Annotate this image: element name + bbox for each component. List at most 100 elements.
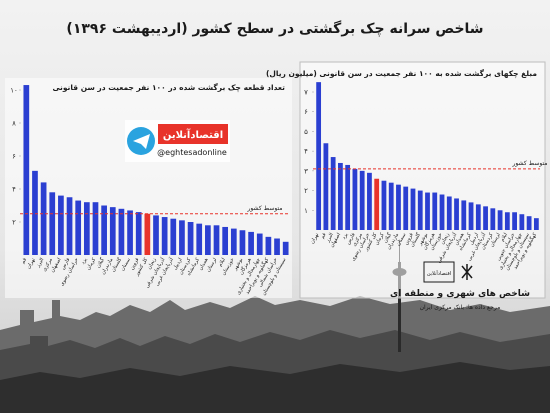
logo: اقتصادآنلاین <box>427 270 451 277</box>
bar <box>230 228 237 255</box>
bar <box>410 188 416 230</box>
bar <box>83 202 90 255</box>
average-label: متوسط کشور <box>512 160 548 167</box>
y-tick-label: ۱ <box>304 207 308 215</box>
x-tick-label: قزوین <box>129 256 141 271</box>
bar <box>381 180 387 230</box>
chart-title: تعداد قطعه چک برگشت شده در ۱۰۰ نفر جمعیت… <box>52 83 285 92</box>
average-label: متوسط کشور <box>247 205 283 212</box>
x-tick-label: فارس <box>60 256 72 270</box>
x-tick-label: قزوین <box>403 231 415 246</box>
bar <box>439 194 445 230</box>
bar <box>153 215 159 255</box>
x-tick-label: گیلان <box>382 231 394 244</box>
x-tick-label: اردبیل <box>468 232 480 246</box>
y-tick-label: ۲ <box>304 187 308 195</box>
bar <box>490 208 496 230</box>
bar <box>512 212 517 230</box>
bar <box>248 231 254 255</box>
bar <box>196 223 203 255</box>
x-tick-label: فارس <box>345 231 357 245</box>
bar <box>475 204 481 230</box>
x-tick-label: ایلام <box>217 257 227 268</box>
watermark: اقتصادآنلاین @eghtesadonline <box>125 120 230 162</box>
bar <box>533 218 539 230</box>
y-tick-label: ۶ <box>12 153 16 161</box>
x-tick-label: ایلام <box>499 232 509 243</box>
y-tick-label: ۱۰ <box>10 87 18 95</box>
x-tick-label: قم <box>320 231 328 239</box>
bar <box>23 85 30 255</box>
bar <box>497 210 503 230</box>
x-tick-label: تهران <box>309 231 320 245</box>
left-panel <box>5 78 292 298</box>
y-tick-label: ۸ <box>12 120 16 128</box>
y-tick-label: ۴ <box>12 186 16 194</box>
bar <box>367 172 372 230</box>
source: مرجع داده ها: بانک مرکزی ایران <box>420 304 501 311</box>
main-title: شاخص سرانه چک برگشتی در سطح کشور (اردیبه… <box>66 20 483 37</box>
x-tick-label: زنجان <box>440 231 452 245</box>
bar <box>417 190 423 230</box>
bar <box>222 226 229 255</box>
bar <box>446 196 452 230</box>
bar <box>40 182 47 255</box>
chart-title: مبلغ چکهای برگشت شده به ۱۰۰ نفر جمعیت در… <box>266 69 537 78</box>
bar <box>282 241 289 255</box>
y-tick-label: ۶ <box>304 108 308 116</box>
bar <box>92 202 99 255</box>
watermark-handle: @eghtesadonline <box>157 148 227 157</box>
bar <box>265 236 272 255</box>
bar <box>58 195 64 255</box>
x-tick-label: البرز <box>35 257 46 269</box>
x-tick-label: زنجان <box>146 256 158 270</box>
bar <box>388 182 394 230</box>
bar <box>205 225 211 255</box>
x-tick-label: قم <box>20 256 28 264</box>
bar <box>274 238 280 255</box>
bar <box>118 208 125 255</box>
bar <box>403 186 409 230</box>
bar <box>432 192 438 230</box>
x-tick-label: یزد <box>80 256 89 265</box>
bar <box>239 230 246 255</box>
bar <box>316 82 322 231</box>
bar <box>256 233 263 255</box>
bar <box>66 197 73 255</box>
bar <box>330 157 336 230</box>
bar <box>187 222 194 255</box>
bar <box>345 164 351 230</box>
bar <box>49 192 56 255</box>
bar <box>461 200 467 230</box>
bar <box>213 225 220 255</box>
bar <box>75 200 82 255</box>
y-tick-label: ۷ <box>304 89 308 97</box>
bar <box>144 213 151 255</box>
x-tick-label: گیلان <box>95 256 107 269</box>
bar <box>338 162 343 230</box>
x-tick-label: تهران <box>26 256 37 270</box>
bar <box>161 217 168 255</box>
bar <box>359 170 365 230</box>
bar <box>323 143 329 230</box>
bar <box>526 216 532 230</box>
x-tick-label: اردبیل <box>172 257 184 271</box>
bar <box>468 202 474 230</box>
section-name: شاخص های شهری و منطقه ای <box>390 289 530 299</box>
x-tick-label: یزد <box>341 231 350 240</box>
bar <box>454 198 459 230</box>
bar <box>135 212 142 255</box>
x-tick-label: البرز <box>324 232 335 244</box>
bar <box>179 220 185 255</box>
bar <box>352 168 358 230</box>
branding: اقتصادآنلاین شاخص های شهری و منطقه ای مر… <box>390 261 530 311</box>
bar <box>127 210 133 255</box>
y-tick-label: ۴ <box>304 148 308 156</box>
bar <box>374 178 380 230</box>
bar <box>425 192 430 230</box>
bar <box>396 184 401 230</box>
bar <box>170 218 177 255</box>
x-tick-label: همدان <box>198 257 210 272</box>
